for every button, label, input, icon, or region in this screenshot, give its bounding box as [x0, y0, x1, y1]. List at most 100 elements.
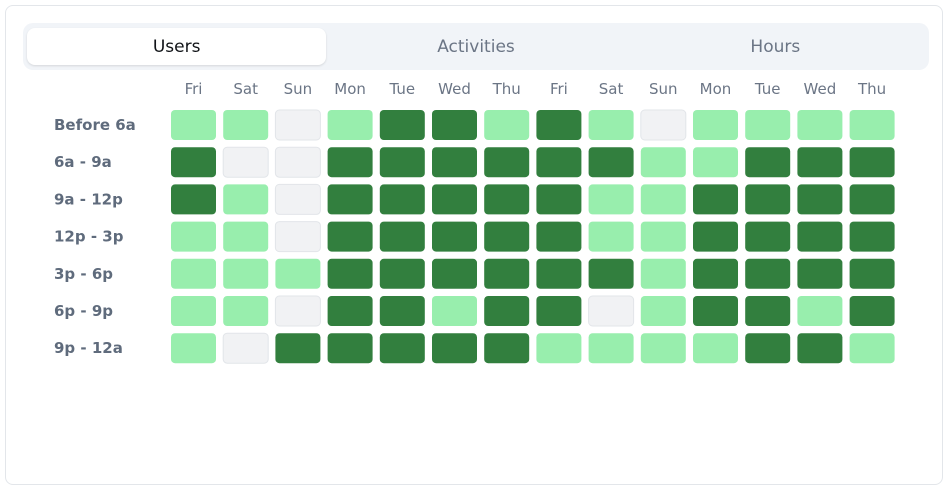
heatmap-cell[interactable]	[484, 147, 530, 178]
heatmap-cell[interactable]	[849, 147, 895, 178]
heatmap-cell[interactable]	[849, 184, 895, 215]
heatmap-cell[interactable]	[745, 147, 791, 178]
heatmap-cell[interactable]	[171, 221, 216, 252]
heatmap-cell[interactable]	[849, 258, 895, 289]
heatmap-cell[interactable]	[327, 110, 373, 140]
heatmap-cell[interactable]	[693, 258, 738, 289]
heatmap-cell[interactable]	[693, 110, 738, 140]
heatmap-cell[interactable]	[484, 221, 530, 252]
heatmap-cell[interactable]	[274, 183, 321, 215]
heatmap-cell[interactable]	[484, 184, 530, 215]
heatmap-cell[interactable]	[745, 184, 791, 215]
heatmap-cell[interactable]	[849, 333, 895, 364]
heatmap-cell[interactable]	[327, 184, 373, 215]
heatmap-cell[interactable]	[484, 258, 530, 289]
heatmap-cell[interactable]	[588, 295, 635, 327]
heatmap-cell[interactable]	[640, 109, 687, 141]
heatmap-cell[interactable]	[745, 333, 791, 364]
heatmap-cell[interactable]	[223, 110, 269, 140]
heatmap-cell[interactable]	[484, 333, 530, 364]
heatmap-cell[interactable]	[536, 258, 582, 289]
heatmap-cell[interactable]	[379, 221, 425, 252]
heatmap-cell[interactable]	[536, 184, 582, 215]
heatmap-cell[interactable]	[223, 296, 269, 326]
heatmap-cell[interactable]	[797, 110, 843, 140]
heatmap-cell[interactable]	[797, 258, 843, 289]
heatmap-cell[interactable]	[432, 296, 477, 326]
heatmap-cell[interactable]	[640, 296, 686, 326]
heatmap-cell[interactable]	[223, 258, 269, 289]
heatmap-cell[interactable]	[223, 184, 269, 215]
heatmap-cell[interactable]	[222, 332, 269, 364]
heatmap-cell[interactable]	[693, 333, 738, 364]
heatmap-cell[interactable]	[432, 258, 477, 289]
tab-hours[interactable]: Hours	[750, 36, 801, 57]
heatmap-cell[interactable]	[693, 296, 738, 326]
heatmap-cell[interactable]	[327, 296, 373, 326]
heatmap-cell[interactable]	[849, 110, 895, 140]
heatmap-cell[interactable]	[274, 146, 321, 178]
heatmap-cell[interactable]	[797, 221, 843, 252]
heatmap-cell[interactable]	[797, 184, 843, 215]
heatmap-cell[interactable]	[327, 333, 373, 364]
heatmap-cell[interactable]	[171, 333, 216, 364]
heatmap-cell[interactable]	[693, 147, 738, 178]
heatmap-cell[interactable]	[536, 110, 582, 140]
heatmap-cell[interactable]	[693, 221, 738, 252]
heatmap-cell[interactable]	[745, 296, 791, 326]
heatmap-cell[interactable]	[588, 333, 634, 364]
heatmap-cell[interactable]	[588, 110, 634, 140]
heatmap-cell[interactable]	[275, 333, 321, 364]
heatmap-cell[interactable]	[640, 147, 686, 178]
heatmap-cell[interactable]	[379, 147, 425, 178]
heatmap-cell[interactable]	[640, 184, 686, 215]
heatmap-cell[interactable]	[379, 258, 425, 289]
heatmap-cell[interactable]	[274, 221, 321, 253]
heatmap-cell[interactable]	[432, 147, 477, 178]
heatmap-cell[interactable]	[274, 295, 321, 327]
heatmap-cell[interactable]	[432, 110, 477, 140]
heatmap-cell[interactable]	[432, 184, 477, 215]
heatmap-cell[interactable]	[745, 258, 791, 289]
heatmap-cell[interactable]	[588, 147, 634, 178]
heatmap-cell[interactable]	[432, 333, 477, 364]
heatmap-cell[interactable]	[536, 296, 582, 326]
heatmap-cell[interactable]	[693, 184, 738, 215]
heatmap-cell[interactable]	[379, 184, 425, 215]
heatmap-cell[interactable]	[274, 109, 321, 141]
heatmap-cell[interactable]	[171, 110, 216, 140]
heatmap-cell[interactable]	[745, 110, 791, 140]
heatmap-cell[interactable]	[379, 110, 425, 140]
heatmap-cell[interactable]	[222, 146, 269, 178]
heatmap-cell[interactable]	[379, 296, 425, 326]
tab-activities[interactable]: Activities	[437, 36, 515, 57]
tab-users[interactable]: Users	[27, 28, 327, 65]
heatmap-cell[interactable]	[171, 258, 216, 289]
heatmap-cell[interactable]	[588, 221, 634, 252]
heatmap-cell[interactable]	[588, 258, 634, 289]
heatmap-cell[interactable]	[640, 258, 686, 289]
heatmap-cell[interactable]	[536, 333, 582, 364]
heatmap-cell[interactable]	[223, 221, 269, 252]
heatmap-cell[interactable]	[327, 221, 373, 252]
heatmap-cell[interactable]	[640, 221, 686, 252]
heatmap-cell[interactable]	[432, 221, 477, 252]
heatmap-cell[interactable]	[797, 147, 843, 178]
heatmap-cell[interactable]	[484, 296, 530, 326]
heatmap-cell[interactable]	[171, 184, 216, 215]
heatmap-cell[interactable]	[275, 258, 321, 289]
heatmap-cell[interactable]	[379, 333, 425, 364]
heatmap-cell[interactable]	[797, 296, 843, 326]
heatmap-cell[interactable]	[797, 333, 843, 364]
heatmap-cell[interactable]	[484, 110, 530, 140]
heatmap-cell[interactable]	[171, 296, 216, 326]
heatmap-cell[interactable]	[536, 221, 582, 252]
heatmap-cell[interactable]	[745, 221, 791, 252]
heatmap-cell[interactable]	[588, 184, 634, 215]
heatmap-cell[interactable]	[849, 296, 895, 326]
heatmap-cell[interactable]	[327, 147, 373, 178]
heatmap-cell[interactable]	[327, 258, 373, 289]
heatmap-cell[interactable]	[171, 147, 216, 178]
heatmap-cell[interactable]	[536, 147, 582, 178]
heatmap-cell[interactable]	[640, 333, 686, 364]
